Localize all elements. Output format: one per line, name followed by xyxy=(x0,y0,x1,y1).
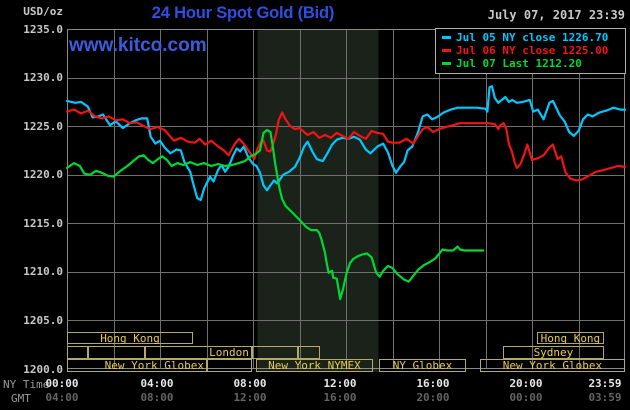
session-label: Hong Kong xyxy=(100,331,160,345)
nymex-hours-shaded-band xyxy=(257,29,379,372)
session-box-london: London xyxy=(144,346,252,359)
kitco-watermark: www.kitco.com xyxy=(69,35,207,56)
session-box-empty xyxy=(87,346,145,359)
session-box-new-york-nymex: New York NYMEX xyxy=(256,359,373,372)
session-label: Hong Kong xyxy=(540,331,601,345)
session-label: Sydney xyxy=(533,346,574,359)
session-box-hong-kong: Hong Kong xyxy=(67,331,193,345)
session-label: New York NYMEX xyxy=(268,359,361,372)
ny-time-tick-label: 12:00 xyxy=(323,377,357,390)
gmt-row-label: GMT xyxy=(11,392,31,405)
legend-color-swatch xyxy=(442,49,451,52)
y-tick-label: 1235.0 xyxy=(23,22,63,36)
ny-time-tick-label: 00:00 xyxy=(45,377,79,390)
legend-item-jul-07: Jul 07 Last 1212.20 xyxy=(442,57,625,70)
session-label: London xyxy=(209,346,249,359)
legend-item-jul-05: Jul 05 NY close 1226.70 xyxy=(442,31,625,44)
session-label: New York Globex xyxy=(502,359,603,372)
legend-label: Jul 07 Last 1212.20 xyxy=(456,57,582,70)
chart-title: 24 Hour Spot Gold (Bid) xyxy=(151,4,335,22)
gmt-tick-label: 08:00 xyxy=(140,391,174,404)
session-box-empty xyxy=(207,359,253,372)
legend-color-swatch xyxy=(442,36,451,39)
series-line-jul-07 xyxy=(65,128,485,301)
session-box-new-york-globex: New York Globex xyxy=(479,359,625,372)
session-box-empty xyxy=(298,346,320,359)
session-box-empty xyxy=(67,346,88,359)
gmt-tick-label: 04:00 xyxy=(45,391,79,404)
session-label: New York Globex xyxy=(104,359,204,372)
y-tick-label: 1205.0 xyxy=(23,313,63,327)
y-tick-label: 1200.0 xyxy=(23,362,63,376)
y-axis-unit-label: USD/oz xyxy=(23,5,63,18)
series-line-jul-05 xyxy=(65,85,627,202)
session-label: NY Globex xyxy=(392,359,453,372)
legend-label: Jul 05 NY close 1226.70 xyxy=(456,31,609,44)
ny-time-tick-label: 04:00 xyxy=(140,377,174,390)
legend-label: Jul 06 NY close 1225.00 xyxy=(456,44,609,57)
gmt-tick-label: 12:00 xyxy=(233,391,267,404)
legend-box: Jul 05 NY close 1226.70 Jul 06 NY close 1… xyxy=(435,28,626,74)
y-tick-label: 1210.0 xyxy=(23,265,63,279)
session-box-new-york-globex: New York Globex xyxy=(67,359,207,372)
session-box-hong-kong: Hong Kong xyxy=(536,331,605,345)
y-tick-label: 1215.0 xyxy=(23,216,63,230)
chart-datetime: July 07, 2017 23:39 xyxy=(487,8,625,22)
ny-time-tick-label: 08:00 xyxy=(233,377,267,390)
legend-item-jul-06: Jul 06 NY close 1225.00 xyxy=(442,44,625,57)
gmt-tick-label: 03:59 xyxy=(588,391,622,404)
y-tick-label: 1220.0 xyxy=(23,168,63,182)
gmt-tick-label: 20:00 xyxy=(416,391,450,404)
legend-color-swatch xyxy=(442,62,451,65)
session-box-sydney: Sydney xyxy=(502,346,604,359)
gmt-tick-label: 00:00 xyxy=(509,391,543,404)
ny-time-tick-label: 16:00 xyxy=(416,377,450,390)
series-line-jul-06 xyxy=(65,108,627,182)
gmt-tick-label: 16:00 xyxy=(323,391,357,404)
ny-time-tick-label: 20:00 xyxy=(509,377,543,390)
ny-time-row-label: NY Time xyxy=(3,378,50,391)
ny-time-tick-label: 23:59 xyxy=(588,377,622,390)
y-tick-label: 1230.0 xyxy=(23,71,63,85)
session-box-empty xyxy=(251,346,299,359)
plot-border xyxy=(67,29,625,369)
y-tick-label: 1225.0 xyxy=(23,119,63,133)
session-box-ny-globex: NY Globex xyxy=(379,359,466,372)
